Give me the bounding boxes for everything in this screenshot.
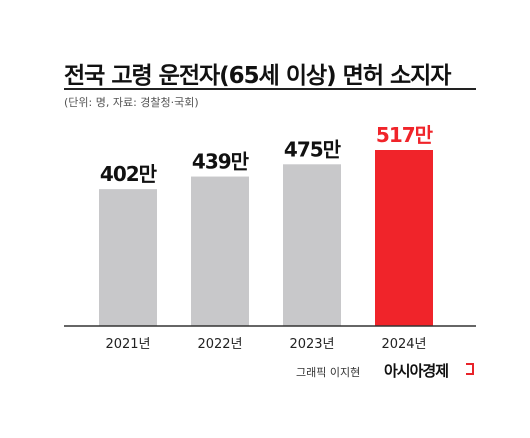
value-label: 517만 <box>376 123 434 147</box>
value-label: 475만 <box>284 137 342 161</box>
bar-2024년 <box>375 150 433 326</box>
category-label: 2022년 <box>197 337 242 352</box>
category-label: 2021년 <box>105 337 150 352</box>
bar-2023년 <box>283 164 341 326</box>
category-label: 2024년 <box>381 337 426 352</box>
chart-subtitle: (단위: 명, 자료: 경찰청·국회) <box>64 96 199 109</box>
brand-logo: 아시아경제 <box>384 362 449 380</box>
chart-title: 전국 고령 운전자(65세 이상) 면허 소지자 <box>64 63 451 89</box>
category-label: 2023년 <box>289 337 334 352</box>
brand-mark-icon <box>466 363 474 375</box>
title-divider <box>64 88 476 90</box>
bar-2021년 <box>99 189 157 326</box>
graphic-credit: 그래픽 이지현 <box>296 366 361 379</box>
bar-2022년 <box>191 176 249 326</box>
value-label: 439만 <box>192 150 250 174</box>
value-label: 402만 <box>100 162 158 186</box>
